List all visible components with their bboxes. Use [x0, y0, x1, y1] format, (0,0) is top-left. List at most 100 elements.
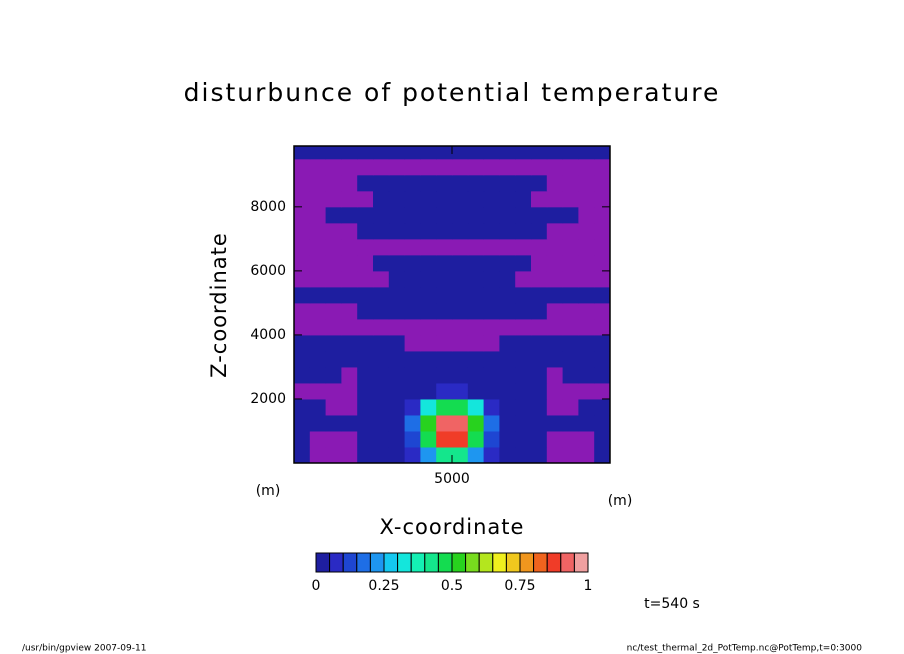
contour-cell	[578, 398, 595, 416]
contour-cell	[420, 382, 437, 400]
contour-cell	[499, 302, 516, 320]
contour-cell	[373, 222, 390, 240]
colorbar-swatch	[505, 552, 521, 573]
contour-cell	[436, 206, 453, 224]
contour-cell	[562, 270, 579, 288]
contour-cell	[294, 222, 311, 240]
contour-cell	[325, 238, 342, 256]
colorbar-tick-label: 1	[584, 578, 593, 594]
contour-cell	[357, 334, 374, 352]
contour-cell	[309, 222, 327, 240]
contour-cell	[309, 270, 327, 288]
contour-cell	[388, 190, 406, 208]
contour-cell	[578, 446, 595, 463]
contour-cell	[436, 366, 453, 384]
contour-cell	[483, 222, 500, 240]
contour-cell	[531, 398, 548, 416]
contour-cell	[594, 254, 610, 272]
contour-cell	[467, 238, 485, 256]
footer-right: nc/test_thermal_2d_PotTemp.nc@PotTemp,t=…	[627, 644, 863, 654]
contour-cell	[388, 318, 406, 336]
contour-cell	[467, 414, 485, 432]
contour-cell	[373, 350, 390, 368]
contour-cell	[420, 366, 437, 384]
contour-cell	[388, 146, 406, 160]
contour-cell	[373, 302, 390, 320]
contour-cell	[546, 430, 564, 448]
y-tick-label: 4000	[250, 327, 286, 343]
contour-cell	[404, 382, 421, 400]
contour-cell	[404, 446, 421, 463]
contour-cell	[388, 398, 406, 416]
colorbar-swatch	[342, 552, 358, 573]
contour-cell	[373, 382, 390, 400]
contour-cell	[436, 446, 453, 463]
contour-cell	[515, 302, 532, 320]
contour-cell	[404, 414, 421, 432]
contour-cell	[483, 334, 500, 352]
contour-cell	[309, 302, 327, 320]
contour-cell	[483, 190, 500, 208]
contour-cell	[388, 158, 406, 176]
contour-cell	[594, 430, 610, 448]
contour-cell	[562, 190, 579, 208]
contour-cell	[578, 158, 595, 176]
colorbar-swatch	[573, 552, 589, 573]
contour-cell	[404, 350, 421, 368]
contour-cell	[420, 222, 437, 240]
contour-cell	[531, 190, 548, 208]
contour-cell	[562, 318, 579, 336]
contour-cell	[483, 174, 500, 192]
contour-cell	[357, 350, 374, 368]
contour-cell	[499, 334, 516, 352]
colorbar-swatch	[465, 552, 480, 573]
contour-cell	[578, 286, 595, 304]
contour-cell	[420, 334, 437, 352]
contour-cell	[388, 382, 406, 400]
contour-cell	[531, 146, 548, 160]
contour-cell	[562, 158, 579, 176]
contour-cell	[546, 350, 564, 368]
contour-cell	[531, 174, 548, 192]
contour-cell	[515, 270, 532, 288]
contour-cell	[531, 286, 548, 304]
contour-cell	[325, 366, 342, 384]
contour-cell	[388, 302, 406, 320]
contour-cell	[594, 158, 610, 176]
contour-cell	[594, 238, 610, 256]
contour-cell	[294, 382, 311, 400]
x-unit: (m)	[608, 493, 633, 509]
contour-cell	[562, 350, 579, 368]
contour-cell	[467, 430, 485, 448]
contour-cell	[309, 334, 327, 352]
contour-cell	[436, 430, 453, 448]
contour-cell	[373, 446, 390, 463]
contour-cell	[515, 206, 532, 224]
contour-cell	[294, 398, 311, 416]
contour-cell	[562, 446, 579, 463]
contour-cell	[436, 350, 453, 368]
contour-cell	[325, 302, 342, 320]
contour-cell	[562, 222, 579, 240]
contour-cell	[420, 238, 437, 256]
contour-cell	[436, 286, 453, 304]
contour-cell	[594, 398, 610, 416]
contour-cell	[483, 270, 500, 288]
contour-cell	[578, 382, 595, 400]
contour-cell	[436, 398, 453, 416]
contour-cell	[546, 318, 564, 336]
contour-cell	[467, 366, 485, 384]
contour-cell	[499, 146, 516, 160]
contour-cell	[483, 430, 500, 448]
contour-cell	[562, 238, 579, 256]
contour-cell	[388, 366, 406, 384]
colorbar-swatch	[437, 552, 453, 573]
colorbar-swatch	[492, 552, 507, 573]
contour-cell	[499, 382, 516, 400]
contour-cell	[357, 190, 374, 208]
contour-cell	[594, 286, 610, 304]
contour-cell	[341, 446, 358, 463]
contour-cell	[515, 190, 532, 208]
contour-cell	[436, 302, 453, 320]
